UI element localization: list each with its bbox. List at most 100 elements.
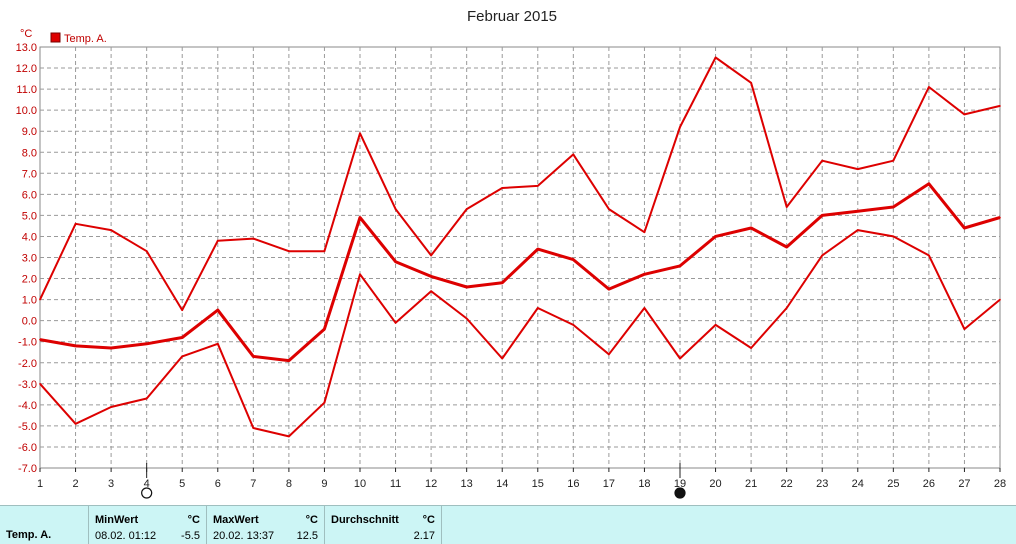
data-point-max xyxy=(394,208,397,210)
y-tick-label: 12.0 xyxy=(16,63,37,75)
data-point-mean xyxy=(608,288,610,290)
x-axis-ticks: 1 2 3 4 5 6 7 8 9 10 11 12 13 14 15 16 17 18 19 20 21 22 23 24 2… xyxy=(37,468,1006,490)
y-tick-label: -7.0 xyxy=(18,463,37,475)
data-point-max xyxy=(465,208,468,210)
y-tick-label: 3.0 xyxy=(22,253,37,265)
x-tick-label: 25 xyxy=(887,478,899,490)
data-point-mean xyxy=(999,216,1001,219)
statistics-bar: Temp. A. MinWert °C 08.02. 01:12 -5.5 Ma… xyxy=(0,505,1016,544)
data-point-mean xyxy=(750,227,752,229)
data-point-max xyxy=(785,206,788,208)
y-tick-label: 6.0 xyxy=(22,189,37,201)
x-tick-label: 22 xyxy=(781,478,793,490)
y-tick-label: 8.0 xyxy=(22,147,37,159)
y-axis-unit: °C xyxy=(20,28,32,40)
data-point-mean xyxy=(892,206,895,208)
data-point-min xyxy=(288,435,290,438)
x-tick-label: 12 xyxy=(425,478,437,490)
stats-min-cell: MinWert °C 08.02. 01:12 -5.5 xyxy=(88,506,206,544)
data-point-mean xyxy=(821,214,824,217)
data-point-min xyxy=(643,307,646,309)
grid-lines xyxy=(40,47,1000,468)
min-unit: °C xyxy=(187,514,200,526)
data-point-max xyxy=(714,56,717,59)
stats-max-cell: MaxWert °C 20.02. 13:37 12.5 xyxy=(206,506,324,544)
data-point-min xyxy=(430,290,432,292)
min-header: MinWert xyxy=(95,514,139,526)
data-point-max xyxy=(216,239,219,242)
data-point-max xyxy=(181,309,184,311)
y-tick-label: 7.0 xyxy=(22,168,37,180)
y-tick-label: -4.0 xyxy=(18,400,37,412)
y-tick-label: 1.0 xyxy=(22,295,37,307)
y-tick-label: -5.0 xyxy=(18,421,37,433)
legend-label: Temp. A. xyxy=(64,33,107,45)
data-point-max xyxy=(145,250,148,252)
new-moon-icon xyxy=(674,487,686,499)
data-point-max xyxy=(572,153,575,156)
data-point-mean xyxy=(643,273,646,276)
data-point-min xyxy=(501,357,504,360)
data-point-max xyxy=(679,126,681,128)
data-point-min xyxy=(750,347,752,349)
data-point-min xyxy=(252,427,255,429)
y-axis-ticks: 13.0 12.0 11.0 10.0 9.0 8.0 7.0 6.0 5.0 4.0 3.0 2.0… xyxy=(16,42,37,475)
data-point-max xyxy=(323,250,326,252)
full-moon-icon xyxy=(141,487,153,499)
data-point-min xyxy=(714,324,717,326)
data-point-max xyxy=(821,159,824,162)
x-tick-label: 14 xyxy=(496,478,508,490)
data-point-mean xyxy=(572,258,575,261)
x-tick-label: 21 xyxy=(745,478,757,490)
avg-value: 2.17 xyxy=(413,530,435,542)
data-point-min xyxy=(216,343,219,345)
max-unit: °C xyxy=(305,514,318,526)
max-value: 12.5 xyxy=(296,530,318,542)
chart-title: Februar 2015 xyxy=(467,8,557,25)
data-point-max xyxy=(430,254,432,257)
data-point-min xyxy=(785,307,788,309)
avg-header: Durchschnitt xyxy=(331,514,399,526)
max-header: MaxWert xyxy=(213,514,259,526)
data-point-min xyxy=(572,324,575,326)
y-tick-label: -6.0 xyxy=(18,442,37,454)
x-tick-label: 10 xyxy=(354,478,366,490)
x-tick-label: 15 xyxy=(532,478,544,490)
data-point-min xyxy=(74,422,77,425)
y-tick-label: 10.0 xyxy=(16,105,37,117)
x-tick-label: 2 xyxy=(72,478,78,490)
stats-row-label-cell: Temp. A. xyxy=(0,506,88,544)
data-point-max xyxy=(74,223,77,225)
avg-unit: °C xyxy=(422,514,435,526)
data-point-min xyxy=(110,406,112,408)
series-line-mean xyxy=(39,182,1001,363)
x-tick-label: 18 xyxy=(638,478,650,490)
data-point-mean xyxy=(430,275,432,278)
data-point-mean xyxy=(181,336,184,339)
x-tick-label: 24 xyxy=(852,478,864,490)
data-point-mean xyxy=(714,235,717,238)
data-point-mean xyxy=(536,248,539,250)
data-point-max xyxy=(39,298,41,301)
temperature-chart: Februar 2015 °C Temp. A. 13.012.011.010.… xyxy=(16,8,1006,499)
y-tick-label: -2.0 xyxy=(18,358,37,370)
data-point-mean xyxy=(74,345,77,347)
data-point-min xyxy=(465,317,468,320)
data-point-max xyxy=(359,132,361,135)
data-point-mean xyxy=(394,260,397,263)
data-point-mean xyxy=(323,328,326,330)
data-point-mean xyxy=(252,355,255,358)
data-point-min xyxy=(394,321,397,324)
data-point-mean xyxy=(928,183,930,185)
data-point-mean xyxy=(465,286,468,288)
y-tick-label: 4.0 xyxy=(22,231,37,243)
data-point-max xyxy=(892,159,895,162)
data-point-mean xyxy=(110,347,112,349)
data-point-min xyxy=(145,397,148,400)
x-tick-label: 26 xyxy=(923,478,935,490)
data-point-max xyxy=(608,208,610,210)
x-tick-label: 27 xyxy=(958,478,970,490)
series-line-max xyxy=(39,56,1001,312)
data-point-min xyxy=(181,355,184,358)
data-point-max xyxy=(252,237,255,240)
